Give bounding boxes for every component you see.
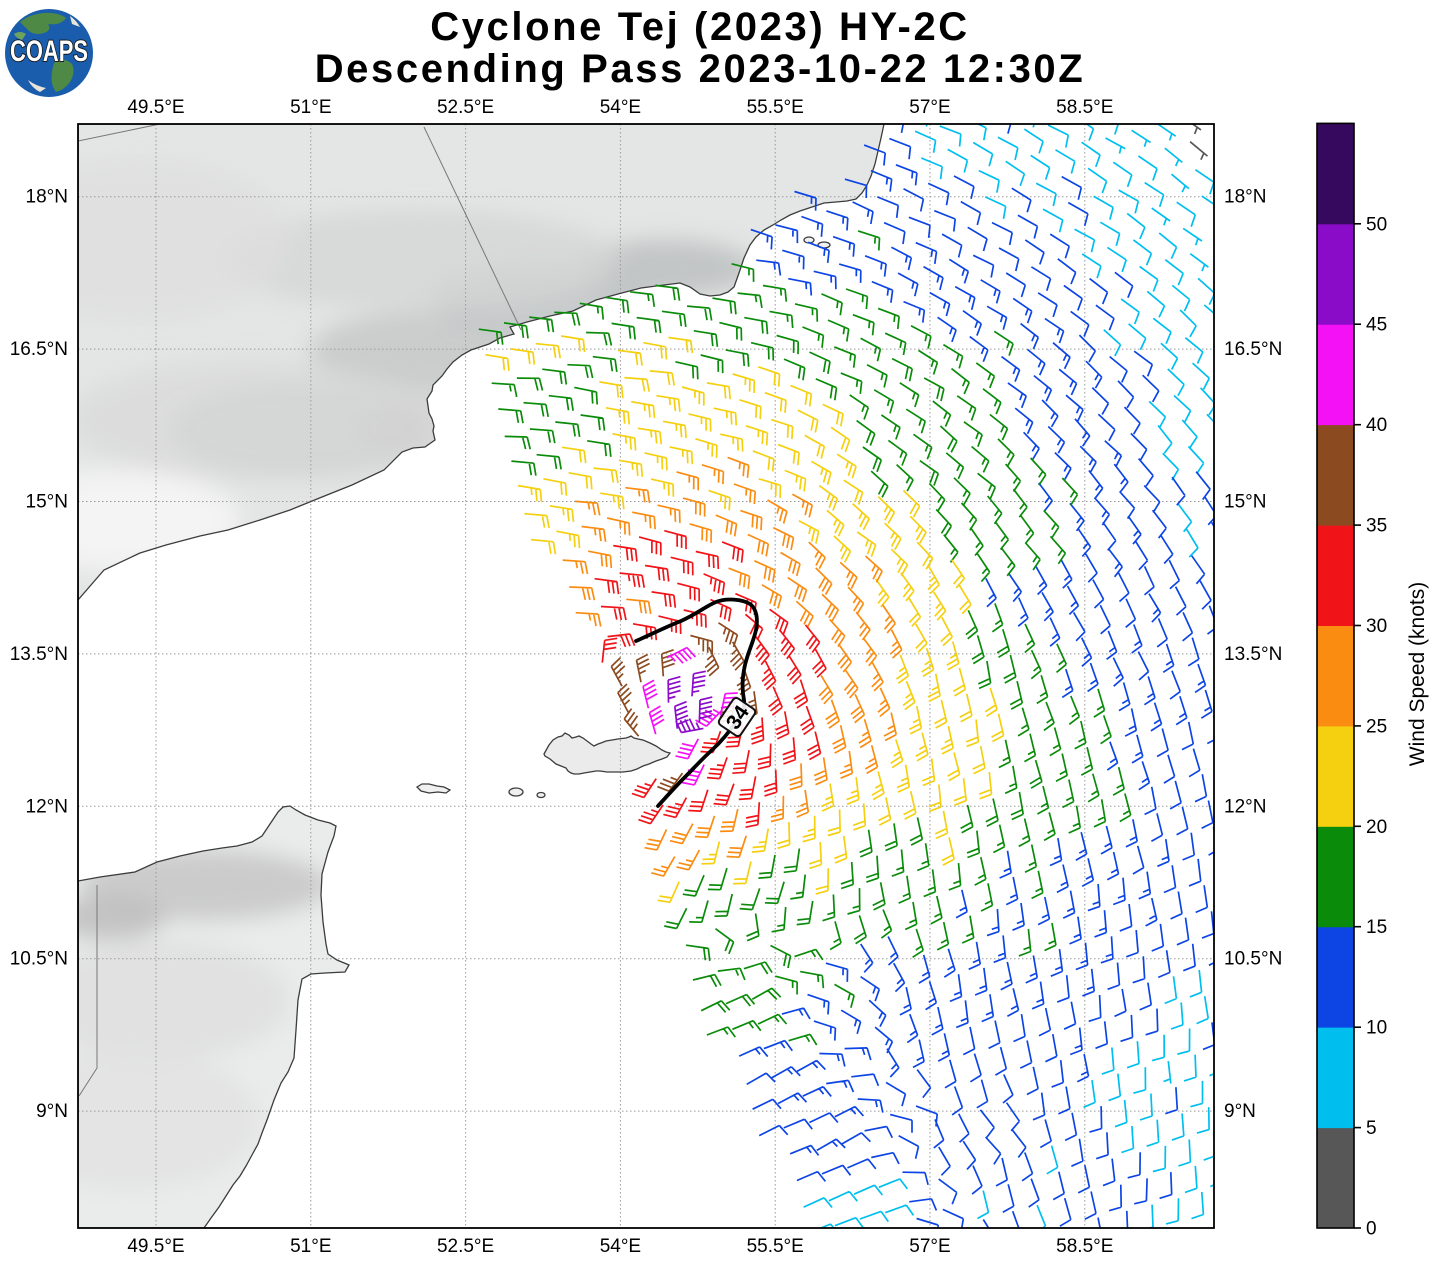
- svg-text:13.5°N: 13.5°N: [10, 644, 68, 665]
- svg-text:58.5°E: 58.5°E: [1056, 1236, 1113, 1257]
- svg-text:15°N: 15°N: [1224, 492, 1266, 513]
- svg-text:10: 10: [1366, 1018, 1387, 1039]
- svg-text:40: 40: [1366, 415, 1387, 436]
- svg-text:54°E: 54°E: [600, 97, 641, 118]
- svg-text:5: 5: [1366, 1118, 1377, 1139]
- svg-text:0: 0: [1366, 1219, 1377, 1240]
- svg-text:51°E: 51°E: [290, 97, 331, 118]
- svg-text:55.5°E: 55.5°E: [747, 1236, 804, 1257]
- svg-text:15°N: 15°N: [26, 492, 68, 513]
- svg-text:16.5°N: 16.5°N: [1224, 339, 1282, 360]
- svg-text:12°N: 12°N: [1224, 796, 1266, 817]
- svg-text:52.5°E: 52.5°E: [437, 1236, 494, 1257]
- svg-text:49.5°E: 49.5°E: [127, 1236, 184, 1257]
- svg-text:58.5°E: 58.5°E: [1056, 97, 1113, 118]
- svg-text:57°E: 57°E: [909, 97, 950, 118]
- svg-text:57°E: 57°E: [909, 1236, 950, 1257]
- svg-text:10.5°N: 10.5°N: [10, 949, 68, 970]
- svg-text:51°E: 51°E: [290, 1236, 331, 1257]
- svg-text:45: 45: [1366, 315, 1387, 336]
- svg-text:49.5°E: 49.5°E: [127, 97, 184, 118]
- svg-text:Descending Pass 2023-10-22 12:: Descending Pass 2023-10-22 12:30Z: [315, 47, 1086, 91]
- svg-text:9°N: 9°N: [1224, 1101, 1256, 1122]
- svg-text:Cyclone Tej (2023) HY-2C: Cyclone Tej (2023) HY-2C: [430, 5, 970, 49]
- svg-text:52.5°E: 52.5°E: [437, 97, 494, 118]
- svg-text:10.5°N: 10.5°N: [1224, 949, 1282, 970]
- svg-text:35: 35: [1366, 516, 1387, 537]
- svg-text:16.5°N: 16.5°N: [10, 339, 68, 360]
- svg-text:9°N: 9°N: [36, 1101, 68, 1122]
- svg-text:Wind Speed (knots): Wind Speed (knots): [1406, 582, 1429, 766]
- svg-text:54°E: 54°E: [600, 1236, 641, 1257]
- svg-text:30: 30: [1366, 616, 1387, 637]
- svg-text:18°N: 18°N: [1224, 187, 1266, 208]
- svg-text:50: 50: [1366, 214, 1387, 235]
- svg-text:18°N: 18°N: [26, 187, 68, 208]
- svg-text:COAPS: COAPS: [10, 35, 88, 68]
- svg-text:15: 15: [1366, 917, 1387, 938]
- svg-text:25: 25: [1366, 716, 1387, 737]
- svg-text:13.5°N: 13.5°N: [1224, 644, 1282, 665]
- svg-text:55.5°E: 55.5°E: [747, 97, 804, 118]
- svg-text:12°N: 12°N: [26, 796, 68, 817]
- svg-text:20: 20: [1366, 817, 1387, 838]
